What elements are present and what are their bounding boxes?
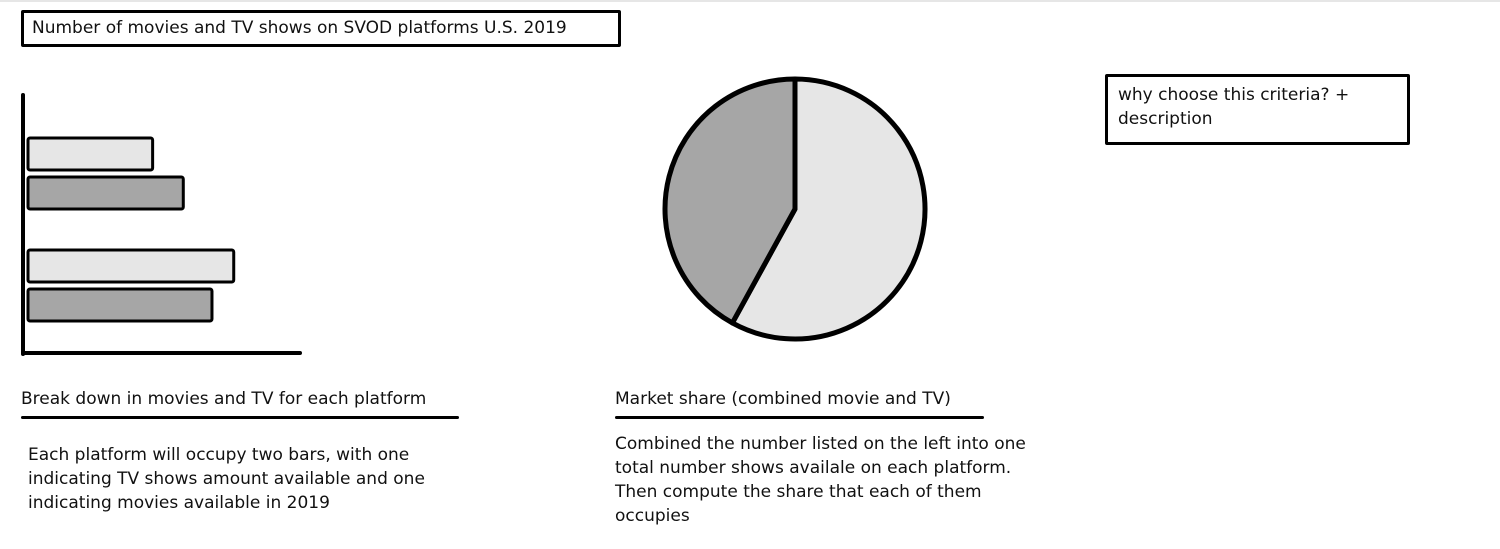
bar-group-1-bar-1 <box>26 136 155 172</box>
criteria-note: why choose this criteria? + description <box>1105 74 1410 145</box>
pie-slice-2 <box>662 76 798 326</box>
pie-slice-1 <box>729 76 928 342</box>
bar-section-description: Each platform will occupy two bars, with… <box>28 445 425 513</box>
pie-section-description: Combined the number listed on the left i… <box>615 434 1026 526</box>
bar-section-caption: Break down in movies and TV for each pla… <box>21 389 427 409</box>
bar-chart <box>21 93 302 356</box>
page-title: Number of movies and TV shows on SVOD pl… <box>21 10 621 47</box>
pie-caption-underline <box>615 416 984 419</box>
top-divider <box>0 0 1500 2</box>
bar-group-1-bar-2 <box>26 175 185 211</box>
bar-caption-underline <box>21 416 459 419</box>
bar-group-2-bar-2 <box>26 287 214 323</box>
pie-section-caption: Market share (combined movie and TV) <box>615 389 951 409</box>
pie-chart <box>662 76 928 342</box>
bar-group-2-bar-1 <box>26 248 236 284</box>
